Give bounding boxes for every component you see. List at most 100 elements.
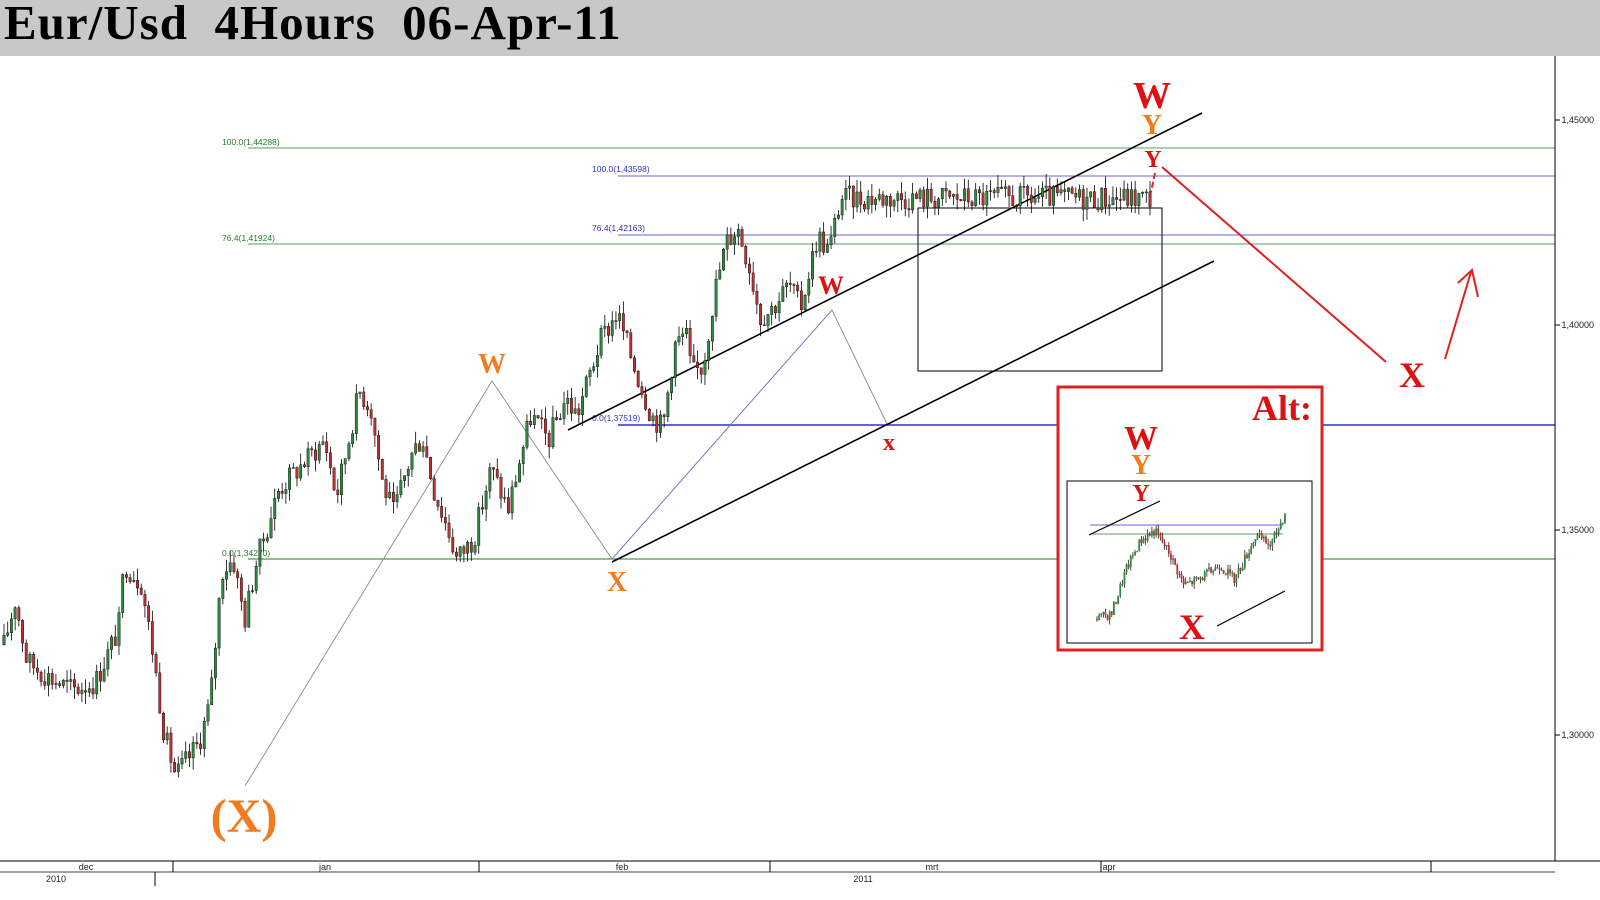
- alt-candle-body: [1167, 545, 1170, 554]
- candle-body: [173, 762, 177, 773]
- candle-body: [759, 303, 762, 326]
- candle-body: [499, 476, 503, 499]
- price-axis[interactable]: 1,45000 1,40000 1,35000 1,30000: [1554, 56, 1594, 861]
- alt-Y-orange-label: Y: [1131, 450, 1151, 481]
- candle-body: [751, 272, 755, 292]
- alt-candle-body: [1212, 570, 1215, 573]
- candle-body: [455, 551, 458, 557]
- alt-candle-body: [1197, 577, 1200, 579]
- label-x-red-mid: x: [883, 430, 895, 456]
- month-label-feb: feb: [616, 862, 629, 872]
- ytick-label-0: 1,45000: [1561, 115, 1594, 125]
- price-chart[interactable]: 100.0(1,44288) 76.4(1,41924) 0.0(1,34270…: [0, 56, 1600, 900]
- candle-body: [573, 408, 577, 414]
- candle-body: [948, 190, 952, 197]
- candle-body: [432, 478, 436, 501]
- candle-body: [907, 208, 911, 211]
- alt-candle-body: [1269, 544, 1272, 547]
- candle-body: [1096, 207, 1100, 211]
- alt-candle-body: [1252, 543, 1255, 547]
- candle-body: [540, 417, 544, 420]
- candle-body: [555, 417, 559, 420]
- alt-candle-body: [1265, 536, 1267, 544]
- candle-body: [703, 360, 707, 375]
- candle-body: [21, 620, 24, 644]
- fib-green-0-label: 0.0(1,34270): [222, 548, 270, 558]
- candle-body: [50, 673, 54, 685]
- consolidation-box: [917, 207, 1163, 372]
- candle-body: [825, 244, 829, 253]
- candle-body: [1081, 189, 1085, 210]
- candle-body: [699, 367, 703, 375]
- candle-body: [762, 324, 766, 327]
- label-Y-orange-top: Y: [1142, 110, 1162, 141]
- candle-body: [1133, 189, 1137, 206]
- candle-body: [1033, 198, 1037, 203]
- candle-body: [1144, 191, 1148, 194]
- alt-candle-body: [1144, 538, 1147, 541]
- candle-body: [974, 189, 978, 206]
- candle-body: [766, 314, 770, 326]
- candle-body: [736, 229, 740, 237]
- candle-body: [388, 492, 392, 498]
- candle-body: [610, 320, 614, 336]
- candle-body: [896, 193, 900, 201]
- candle-body: [184, 751, 188, 759]
- month-label-dec: dec: [79, 862, 94, 872]
- time-axis[interactable]: dec jan feb mrt apr 2010 2011: [0, 860, 1600, 900]
- candle-body: [710, 316, 714, 342]
- candle-body: [532, 415, 536, 426]
- candle-body: [325, 441, 329, 453]
- candle-body: [147, 605, 151, 622]
- candle-body: [354, 393, 358, 434]
- candle-body: [110, 636, 113, 650]
- alt-candle-body: [1138, 539, 1141, 552]
- fib-blue-100-label: 100.0(1,43598): [592, 164, 650, 174]
- alt-candle-body: [1277, 528, 1280, 534]
- candle-body: [280, 491, 284, 494]
- alt-candle-body: [1229, 569, 1231, 574]
- candle-body: [1003, 186, 1007, 189]
- candle-body: [621, 313, 625, 332]
- candle-body: [729, 234, 733, 245]
- alt-candle-body: [1195, 577, 1198, 579]
- label-W-red-mid: W: [818, 271, 844, 300]
- wave-guide-blue: [611, 309, 833, 560]
- candle-body: [1048, 185, 1052, 206]
- candle-body: [588, 370, 592, 378]
- alt-candle-body: [1178, 573, 1181, 575]
- alt-candle-body: [1239, 568, 1242, 571]
- candle-body: [963, 188, 966, 202]
- candle-body: [210, 677, 214, 705]
- alt-candle-body: [1176, 564, 1179, 575]
- candle-body: [1074, 192, 1078, 198]
- candle-body: [544, 418, 547, 434]
- channel-lower-line: [611, 260, 1215, 563]
- alt-candle-body: [1220, 569, 1223, 571]
- alt-Y-red-label: Y: [1132, 481, 1149, 507]
- candle-body: [655, 415, 659, 433]
- candle-body: [314, 449, 317, 461]
- candle-body: [403, 475, 406, 481]
- candle-body: [162, 712, 165, 741]
- alt-candle-body: [1174, 558, 1177, 565]
- candle-body: [525, 421, 529, 448]
- candle-body: [295, 467, 299, 479]
- candle-body: [922, 189, 926, 207]
- alt-candle-body: [1153, 530, 1155, 536]
- candle-body: [328, 452, 332, 469]
- alt-candle-body: [1284, 513, 1286, 523]
- candle-body: [310, 448, 314, 451]
- alt-candle-body: [1193, 577, 1196, 585]
- candle-body: [977, 189, 981, 194]
- candle-body: [833, 218, 837, 237]
- candle-body: [551, 417, 555, 448]
- candle-body: [1044, 185, 1048, 189]
- channel-upper-line: [567, 112, 1203, 431]
- candle-body: [303, 464, 306, 467]
- candle-body: [1067, 187, 1070, 192]
- candle-body: [510, 486, 514, 514]
- candle-body: [770, 306, 774, 315]
- alt-candle-body: [1279, 523, 1282, 529]
- candle-body: [1148, 191, 1152, 207]
